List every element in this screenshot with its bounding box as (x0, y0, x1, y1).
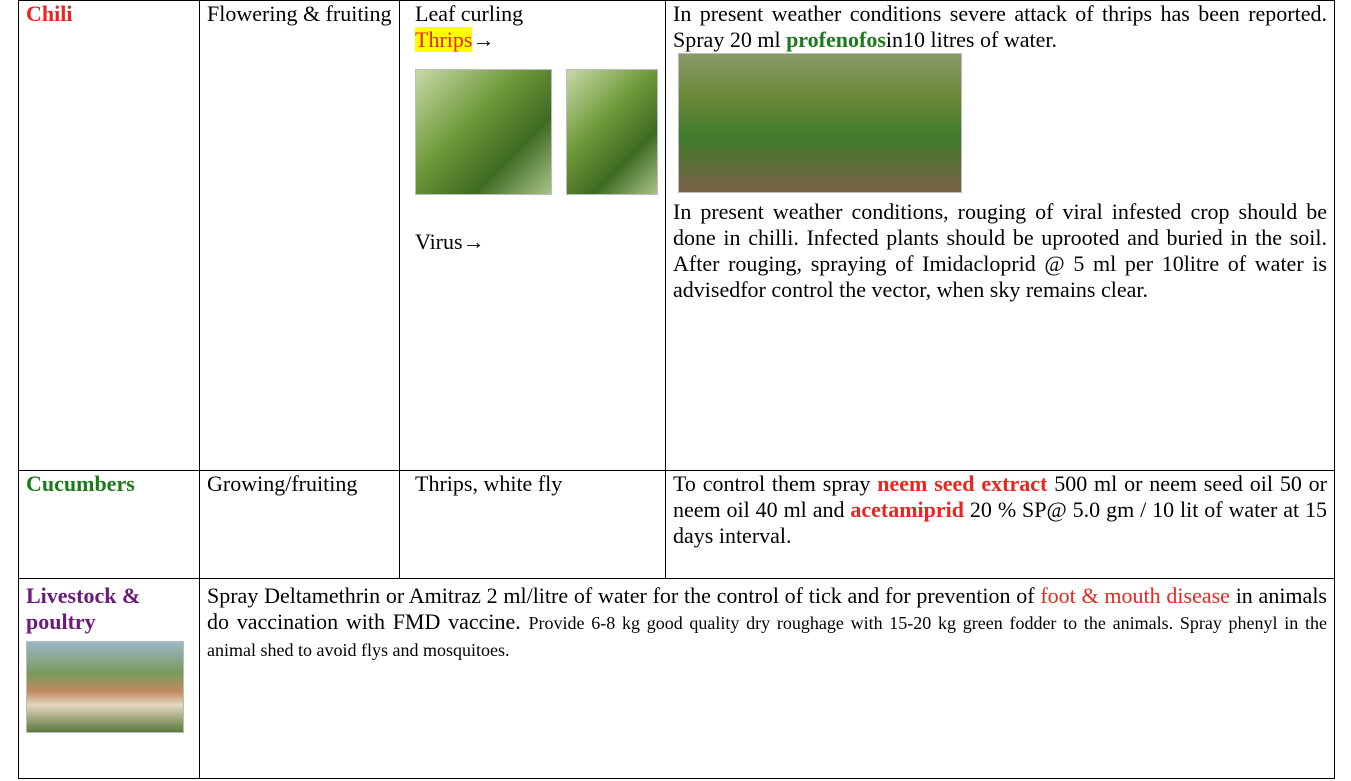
arrow: → (472, 27, 494, 52)
pest-cell: Leaf curling Thrips→ Virus→ (400, 1, 666, 471)
stage: Flowering & fruiting (200, 1, 400, 471)
paragraph: In present weather conditions, rouging o… (673, 199, 1327, 303)
livestock-image (26, 641, 184, 733)
pest-line: Thrips→ (415, 27, 658, 53)
crop-cell: Livestock & poultry (19, 579, 200, 779)
images (415, 53, 658, 229)
disease: foot & mouth disease (1040, 583, 1230, 608)
crop: Cucumbers (19, 471, 200, 579)
chemical: neem seed extract (877, 471, 1047, 496)
crop: Livestock & poultry (26, 579, 192, 635)
advice: To control them spray neem seed extract … (666, 471, 1335, 579)
paragraph: In present weather conditions severe att… (673, 1, 1327, 53)
chemical: acetamiprid (850, 497, 964, 522)
row: Cucumbers Growing/fruiting Thrips, white… (19, 471, 1335, 579)
advisory-table: Chili Flowering & fruiting Leaf curling … (18, 0, 1335, 779)
text: in10 litres of water. (886, 27, 1057, 52)
pest-highlight: Thrips (415, 27, 472, 52)
page: Chili Flowering & fruiting Leaf curling … (0, 0, 1351, 781)
text: Spray Deltamethrin or Amitraz 2 ml/litre… (207, 583, 1040, 608)
crop: Chili (19, 1, 200, 471)
advice: Spray Deltamethrin or Amitraz 2 ml/litre… (200, 579, 1335, 779)
row: Livestock & poultry Spray Deltamethrin o… (19, 579, 1335, 779)
pest: Leaf curling (415, 1, 658, 27)
pest: Virus→ (415, 229, 658, 255)
virus-image (566, 69, 658, 195)
pest: Thrips, white fly (400, 471, 666, 579)
text: To control them spray (673, 471, 877, 496)
thrips-image (415, 69, 552, 195)
chemical: profenofos (786, 27, 886, 52)
advice: In present weather conditions severe att… (666, 1, 1335, 471)
stage: Growing/fruiting (200, 471, 400, 579)
row: Chili Flowering & fruiting Leaf curling … (19, 1, 1335, 471)
field-image (678, 53, 962, 193)
